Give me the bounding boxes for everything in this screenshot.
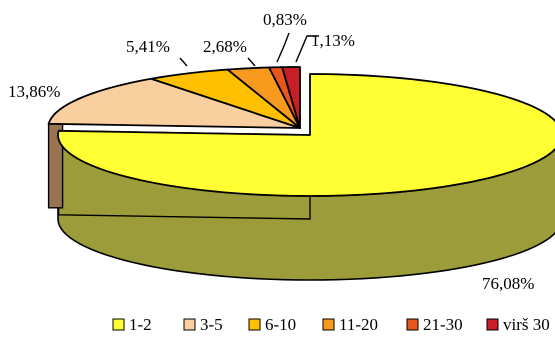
data-labels: 76,08% 13,86% 5,41% 2,68% 0,83%1,13% [8,10,534,293]
slice-vir-30 [281,66,301,129]
legend-label-3-5: 3-5 [200,315,223,334]
legend-label-21-30: 21-30 [423,315,463,334]
slice-21-30 [268,66,301,129]
legend-label-6-10: 6-10 [265,315,296,334]
legend-item-21-30: 21-30 [406,315,463,334]
legend-swatch-6-10 [248,318,261,331]
legend-swatch-vir-30 [486,318,499,331]
legend-swatch-1-2 [112,318,125,331]
legend-item-3-5: 3-5 [183,315,223,334]
legend-item-1-2: 1-2 [112,315,152,334]
leader-lines [179,32,319,67]
legend-item-11-20: 11-20 [322,315,378,334]
legend-swatch-21-30 [406,318,419,331]
leader-line-vir-30 [295,35,319,63]
slice-11-20 [226,66,301,129]
legend-item-6-10: 6-10 [248,315,296,334]
pie-tops [47,66,555,197]
legend-label-11-20: 11-20 [339,315,378,334]
legend-item-vir-30: virš 30 [486,315,550,334]
slice-6-10 [150,68,301,129]
data-label-11-20: 2,68% [203,37,247,56]
data-label-21-30: 0,83% [263,10,307,29]
legend-swatch-3-5 [183,318,196,331]
legend: 1-2 3-5 6-10 11-20 21-30 virš 30 [112,315,550,334]
slice-1-2 [57,73,555,197]
data-label-3-5: 13,86% [8,82,60,101]
slice-3-5 [47,77,301,129]
leader-line-11-20 [247,57,256,67]
legend-label-1-2: 1-2 [129,315,152,334]
leader-line-6-10 [179,57,188,67]
legend-swatch-11-20 [322,318,335,331]
data-label-1-2: 76,08% [482,274,534,293]
data-label-6-10: 5,41% [126,37,170,56]
leader-line-21-30 [276,32,290,63]
legend-label-vir-30: virš 30 [503,315,550,334]
data-label-vir-30: 1,13% [311,31,355,50]
